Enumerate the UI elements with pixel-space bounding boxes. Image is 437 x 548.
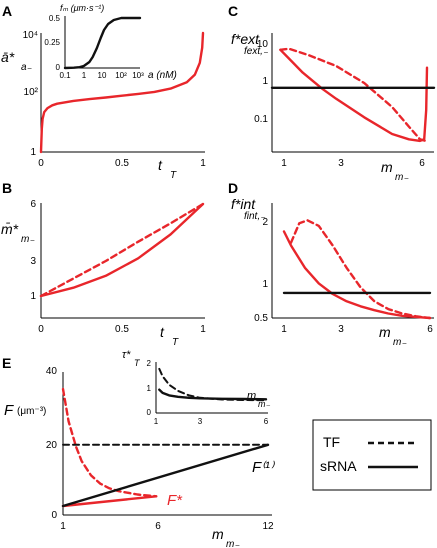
panel-e-inset-ytick-3: 2 bbox=[147, 359, 152, 368]
panel-e-inset-xlabel-sub: m₋ bbox=[258, 399, 270, 409]
panel-c-xtick-3: 6 bbox=[419, 158, 425, 169]
series-line-e-inset-1 bbox=[158, 388, 268, 401]
series-line-c-1 bbox=[279, 48, 429, 143]
panel-e-xtick-3: 12 bbox=[262, 521, 274, 532]
panel-a-inset-xtick-5: 10³ bbox=[132, 71, 144, 80]
panel-d-ylabel-sub: fint,₋ bbox=[244, 211, 266, 222]
panel-e-xlabel-main: m bbox=[212, 526, 224, 542]
series-line-a-0 bbox=[39, 31, 205, 154]
panel-a-inset-xlabel: a (nM) bbox=[148, 70, 177, 81]
panel-c-ylabel-sub: fext,₋ bbox=[244, 46, 269, 57]
panel-e-xtick-1: 1 bbox=[60, 521, 66, 532]
panel-b-xtick-1: 0 bbox=[38, 324, 44, 335]
panel-a-ytick-3: 10⁴ bbox=[23, 30, 38, 41]
panel-e-label-fstar: F* bbox=[167, 492, 183, 509]
panel-e-inset-ytick-2: 1 bbox=[147, 384, 152, 393]
panel-b-xlabel-main: t bbox=[160, 324, 165, 340]
series-line-b-0 bbox=[39, 202, 205, 298]
panel-d-xtick-2: 3 bbox=[338, 324, 344, 335]
panel-b-xtick-3: 1 bbox=[200, 324, 206, 335]
panel-d-ytick-1: 0.5 bbox=[254, 313, 268, 324]
panel-e-letter: E bbox=[2, 355, 11, 371]
panel-e-inset-xlabel-main: m bbox=[247, 390, 256, 402]
panel-c-ytick-1: 0.1 bbox=[254, 114, 268, 125]
panel-a-inset-xtick-2: 1 bbox=[82, 71, 87, 80]
panel-b-ytick-3: 6 bbox=[30, 199, 36, 210]
series-layer bbox=[39, 16, 436, 508]
panel-e-label-f1: F⁽¹⁾ bbox=[252, 459, 275, 476]
panel-e-ytick-1: 0 bbox=[51, 510, 57, 521]
panel-c-ytick-2: 1 bbox=[262, 76, 268, 87]
panel-e-yunit: (μm⁻³) bbox=[17, 406, 46, 417]
panel-b: B 1 3 6 0 0.5 1 m̄* m₋ t T bbox=[1, 180, 206, 348]
legend-srna-label: sRNA bbox=[320, 458, 357, 474]
panel-d: D 2 1 0.5 1 3 6 f*int fint,₋ m m₋ bbox=[228, 180, 434, 348]
legend-tf-label: TF bbox=[323, 434, 340, 450]
panel-e-ytick-3: 40 bbox=[46, 366, 58, 377]
panel-c-xtick-2: 3 bbox=[338, 158, 344, 169]
panel-c-xlabel-sub: m₋ bbox=[395, 172, 409, 183]
panel-e-inset-ylabel-sub: T bbox=[134, 358, 141, 368]
panel-c-xtick-1: 1 bbox=[281, 158, 287, 169]
panel-b-xtick-2: 0.5 bbox=[115, 324, 129, 335]
panel-a-inset-ylabel: fₘ (μm·s⁻¹) bbox=[60, 3, 104, 13]
legend: TF sRNA bbox=[312, 419, 432, 491]
panel-b-ytick-2: 3 bbox=[30, 256, 36, 267]
panel-d-xtick-1: 1 bbox=[281, 324, 287, 335]
panel-e-xtick-2: 6 bbox=[155, 521, 161, 532]
panel-a-ytick-1: 1 bbox=[30, 147, 36, 158]
panel-a-xtick-3: 1 bbox=[200, 158, 206, 169]
series-line-d-1 bbox=[282, 230, 432, 320]
panel-d-xlabel-sub: m₋ bbox=[393, 337, 407, 348]
panel-d-xtick-3: 6 bbox=[427, 324, 433, 335]
panel-d-ytick-2: 1 bbox=[262, 279, 268, 290]
panel-e-inset-xtick-3: 6 bbox=[264, 417, 269, 426]
panel-e-inset-xtick-1: 1 bbox=[154, 417, 159, 426]
panel-a-xlabel-main: t bbox=[158, 157, 163, 173]
panel-e-inset-ylabel-main: τ* bbox=[122, 349, 131, 361]
panel-c-ytick-3: 10 bbox=[257, 39, 269, 50]
panel-a-inset-ytick-1: 0 bbox=[56, 63, 61, 72]
panel-a-inset-ytick-3: 0.5 bbox=[49, 14, 61, 23]
panel-d-letter: D bbox=[228, 180, 238, 196]
panel-e-ylabel: F bbox=[4, 402, 14, 419]
panel-e-inset-xtick-2: 3 bbox=[198, 417, 203, 426]
panel-a-inset-xtick-3: 10 bbox=[98, 71, 107, 80]
panel-b-xlabel-sub: T bbox=[172, 337, 179, 348]
panel-a-ylabel-main: ā* bbox=[1, 49, 15, 65]
panel-a-ytick-2: 10² bbox=[24, 87, 39, 98]
panel-e-inset-ytick-1: 0 bbox=[147, 408, 152, 417]
series-line-c-0 bbox=[279, 47, 429, 143]
panel-e-xlabel-sub: m₋ bbox=[226, 539, 240, 548]
panel-a-inset-xtick-4: 10² bbox=[115, 71, 127, 80]
panel-c-letter: C bbox=[228, 3, 238, 19]
panel-a-ylabel-sub: a₋ bbox=[21, 62, 33, 73]
series-line-a-inset-0 bbox=[63, 16, 142, 70]
panel-b-ylabel-sub: m₋ bbox=[21, 234, 35, 245]
panel-c-xlabel-main: m bbox=[381, 159, 393, 175]
panel-a-letter: A bbox=[2, 3, 12, 19]
series-line-e-1 bbox=[61, 495, 158, 508]
panel-a-xtick-1: 0 bbox=[38, 158, 44, 169]
panel-d-ylabel-main: f*int bbox=[231, 196, 256, 212]
panel-a-inset-xtick-1: 0.1 bbox=[59, 71, 71, 80]
panel-b-letter: B bbox=[2, 180, 12, 196]
legend-box bbox=[312, 419, 432, 491]
series-line-e-0 bbox=[61, 387, 158, 498]
panel-d-ytick-3: 2 bbox=[262, 217, 268, 228]
panel-a-xlabel-sub: T bbox=[170, 170, 177, 181]
panel-b-ytick-1: 1 bbox=[30, 291, 36, 302]
panel-a-inset-ytick-2: 0.25 bbox=[44, 38, 60, 47]
series-line-d-0 bbox=[289, 219, 432, 320]
panel-c: C 10 1 0.1 1 3 6 f*ext fext,₋ m m₋ bbox=[228, 3, 434, 183]
panel-a-xtick-2: 0.5 bbox=[115, 158, 129, 169]
panel-e: E 40 20 0 1 6 12 F (μm⁻³) m m₋ F* F⁽¹⁾ 2… bbox=[2, 349, 275, 548]
series-line-b-1 bbox=[39, 202, 205, 298]
series-line-e-3 bbox=[61, 443, 270, 508]
panel-e-ytick-2: 20 bbox=[46, 440, 58, 451]
panel-b-ylabel-main: m̄* bbox=[1, 221, 19, 237]
panel-d-xlabel-main: m bbox=[379, 324, 391, 340]
panel-c-ylabel-main: f*ext bbox=[231, 31, 260, 47]
